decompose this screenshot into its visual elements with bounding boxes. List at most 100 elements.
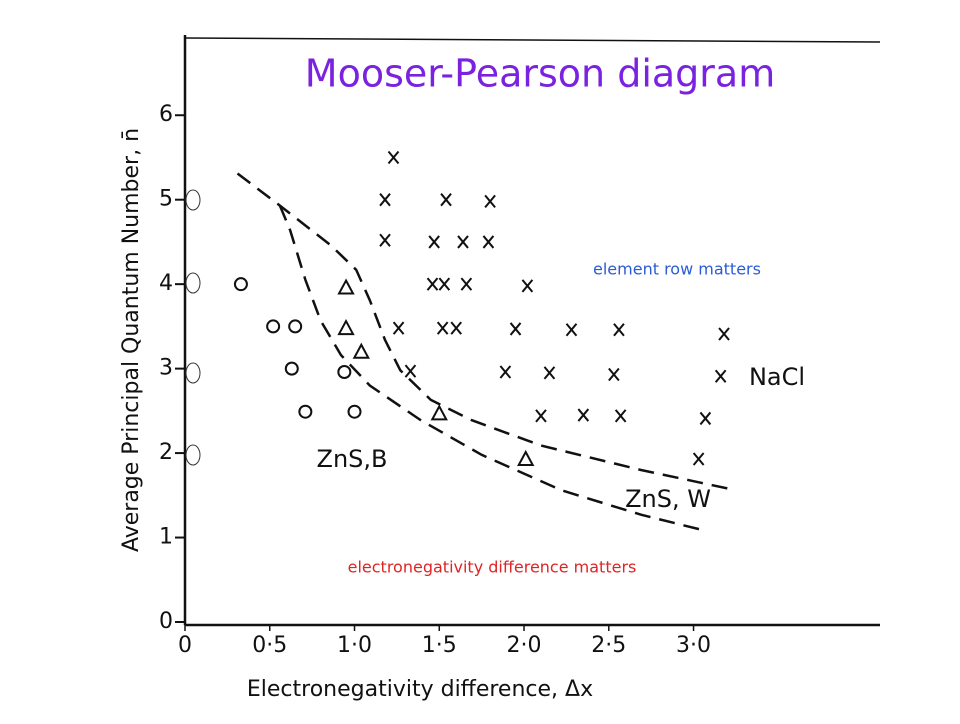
- y-tick-label: 4: [159, 271, 173, 296]
- annotation: element row matters: [593, 260, 761, 279]
- x-tick-label: 1·5: [422, 633, 457, 658]
- triangle-marker: [352, 342, 370, 359]
- x-stroke: [460, 277, 473, 291]
- data-point: [436, 321, 449, 335]
- x-stroke: [692, 452, 705, 466]
- x-stroke: [577, 408, 590, 422]
- data-point: [298, 404, 313, 419]
- data-point: [613, 323, 625, 337]
- data-point: [404, 364, 417, 378]
- x-stroke: [428, 235, 440, 249]
- x-stroke: [699, 411, 712, 426]
- data-point: [484, 194, 496, 209]
- annotation: ZnS,B: [317, 445, 388, 473]
- x-tick-label: 2·0: [507, 633, 542, 658]
- data-point: [482, 235, 495, 249]
- x-tick-label: 1·0: [337, 633, 372, 658]
- axis-oval: [185, 189, 201, 211]
- data-point: [428, 235, 440, 249]
- x-stroke: [392, 321, 405, 335]
- y-tick-label: 0: [159, 609, 173, 634]
- y-axis-label: Average Principal Quantum Number, n̄: [119, 128, 144, 552]
- axis-oval: [185, 362, 201, 384]
- y-tick-label: 3: [159, 356, 173, 381]
- data-point: [457, 235, 469, 249]
- data-point: [577, 408, 590, 422]
- y-tick-label: 6: [159, 102, 173, 127]
- data-point: [614, 409, 627, 423]
- data-point: [284, 361, 299, 376]
- x-stroke: [565, 323, 578, 337]
- title-background: [292, 50, 788, 98]
- x-stroke: [379, 233, 391, 247]
- triangle-marker: [517, 449, 535, 466]
- x-tick-label: 3·0: [676, 633, 711, 658]
- data-point: [379, 193, 391, 207]
- data-point: [233, 277, 248, 292]
- x-tick-label: 2·5: [591, 633, 626, 658]
- data-point: [718, 327, 730, 341]
- top-edge: [184, 37, 881, 43]
- data-point: [288, 319, 303, 334]
- data-point: [460, 277, 473, 291]
- data-point: [438, 277, 451, 291]
- circle-marker: [284, 361, 299, 376]
- data-point: [535, 409, 547, 423]
- x-stroke: [426, 277, 439, 291]
- data-point: [430, 404, 448, 421]
- annotation: NaCl: [749, 363, 805, 391]
- data-point: [347, 404, 362, 419]
- triangle-marker: [337, 278, 355, 295]
- y-tick-label: 5: [159, 187, 173, 212]
- x-stroke: [521, 279, 534, 293]
- boundary-curve: [236, 172, 737, 492]
- y-tick-label: 1: [159, 525, 173, 550]
- annotation: electronegativity difference matters: [348, 558, 637, 577]
- boundary-curve: [278, 205, 703, 532]
- x-stroke: [379, 193, 391, 207]
- x-stroke: [714, 369, 727, 383]
- y-tick-label: 2: [159, 440, 173, 465]
- triangle-marker: [337, 318, 355, 336]
- x-axis-label: Electronegativity difference, Δx: [247, 677, 593, 702]
- x-stroke: [438, 277, 451, 291]
- axis-oval: [185, 444, 201, 466]
- x-stroke: [614, 409, 627, 423]
- data-point: [499, 365, 512, 379]
- data-point: [337, 278, 355, 295]
- circle-marker: [337, 364, 352, 379]
- data-point: [692, 452, 705, 466]
- annotation: ZnS, W: [625, 485, 711, 513]
- triangle-marker: [430, 404, 448, 421]
- data-point: [699, 411, 712, 426]
- x-stroke: [440, 193, 452, 207]
- x-tick-label: 0: [178, 633, 192, 658]
- x-stroke: [613, 323, 625, 337]
- x-tick-label: 0·5: [252, 633, 287, 658]
- x-stroke: [499, 365, 512, 379]
- data-point: [387, 150, 400, 165]
- data-point: [266, 319, 281, 334]
- x-stroke: [482, 235, 495, 249]
- circle-marker: [347, 404, 362, 419]
- data-point: [450, 321, 462, 335]
- x-stroke: [608, 367, 620, 382]
- axis-oval: [185, 272, 201, 294]
- data-point: [352, 342, 370, 359]
- chart-title: Mooser-Pearson diagram: [305, 52, 775, 96]
- data-point: [337, 364, 352, 379]
- x-stroke: [450, 321, 462, 335]
- data-point: [714, 369, 727, 383]
- circle-marker: [298, 404, 313, 419]
- x-stroke: [718, 327, 730, 341]
- x-stroke: [436, 321, 449, 335]
- x-stroke: [387, 150, 400, 165]
- data-point: [517, 449, 535, 466]
- data-point: [565, 323, 578, 337]
- data-point: [379, 233, 391, 247]
- data-point: [392, 321, 405, 335]
- circle-marker: [233, 277, 248, 292]
- data-point: [337, 318, 355, 336]
- data-point: [426, 277, 439, 291]
